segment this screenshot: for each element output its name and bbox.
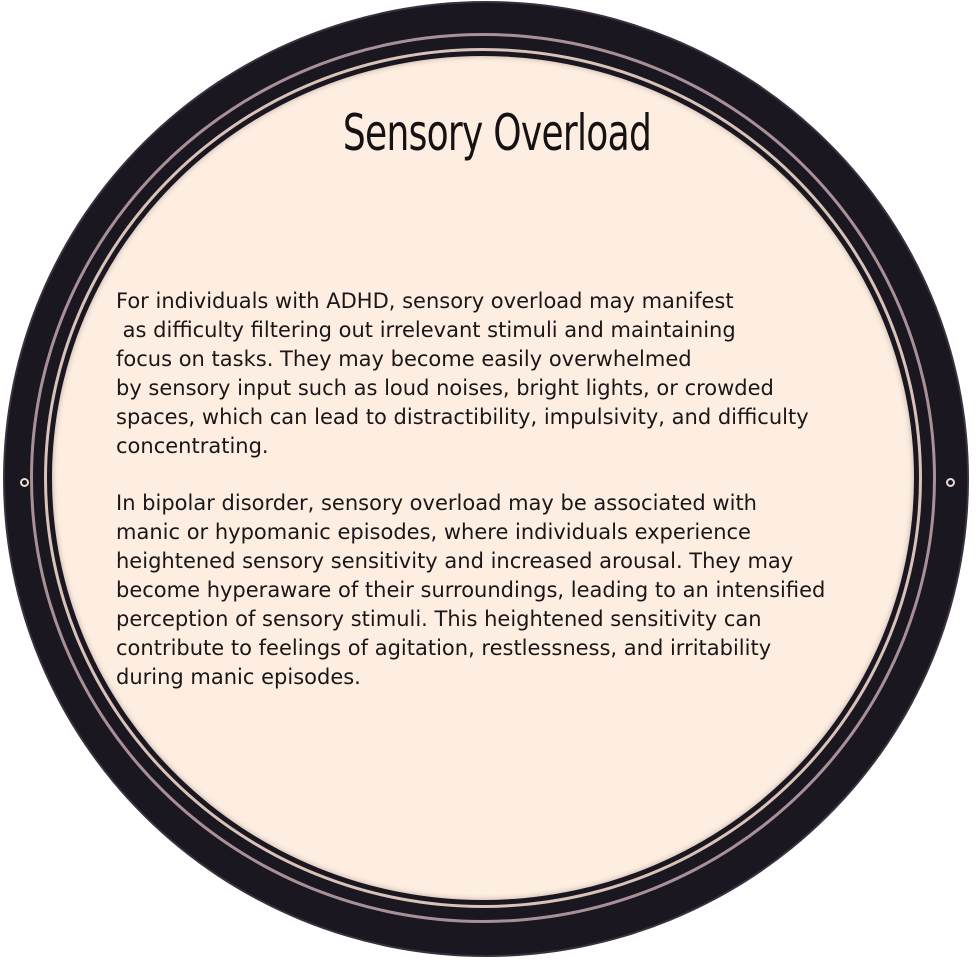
paragraph-line: For individuals with ADHD, sensory overl… <box>116 289 734 313</box>
paragraph-line: contribute to feelings of agitation, res… <box>116 636 772 660</box>
paragraph-line: manic or hypomanic episodes, where indiv… <box>116 520 751 544</box>
paragraph-line: focus on tasks. They may become easily o… <box>116 347 692 371</box>
adhd-paragraph: For individuals with ADHD, sensory overl… <box>116 287 906 461</box>
left-rivet-icon <box>20 478 29 487</box>
right-rivet-icon <box>946 478 955 487</box>
paragraph-line: become hyperaware of their surroundings,… <box>116 578 826 602</box>
page-title: Sensory Overload <box>342 104 652 162</box>
bipolar-paragraph: In bipolar disorder, sensory overload ma… <box>116 489 906 692</box>
frame-highlight-ring <box>30 33 936 923</box>
circular-panel <box>52 56 914 900</box>
paragraph-line: by sensory input such as loud noises, br… <box>116 376 774 400</box>
paragraph-line: spaces, which can lead to distractibilit… <box>116 405 809 429</box>
paragraph-line: during manic episodes. <box>116 665 361 689</box>
paragraph-line: as difficulty filtering out irrelevant s… <box>116 318 736 342</box>
paragraph-line: concentrating. <box>116 434 269 458</box>
paragraph-line: In bipolar disorder, sensory overload ma… <box>116 491 757 515</box>
paragraph-line: perception of sensory stimuli. This heig… <box>116 607 762 631</box>
paragraph-line: heightened sensory sensitivity and incre… <box>116 549 794 573</box>
frame-inner-line <box>44 48 922 908</box>
